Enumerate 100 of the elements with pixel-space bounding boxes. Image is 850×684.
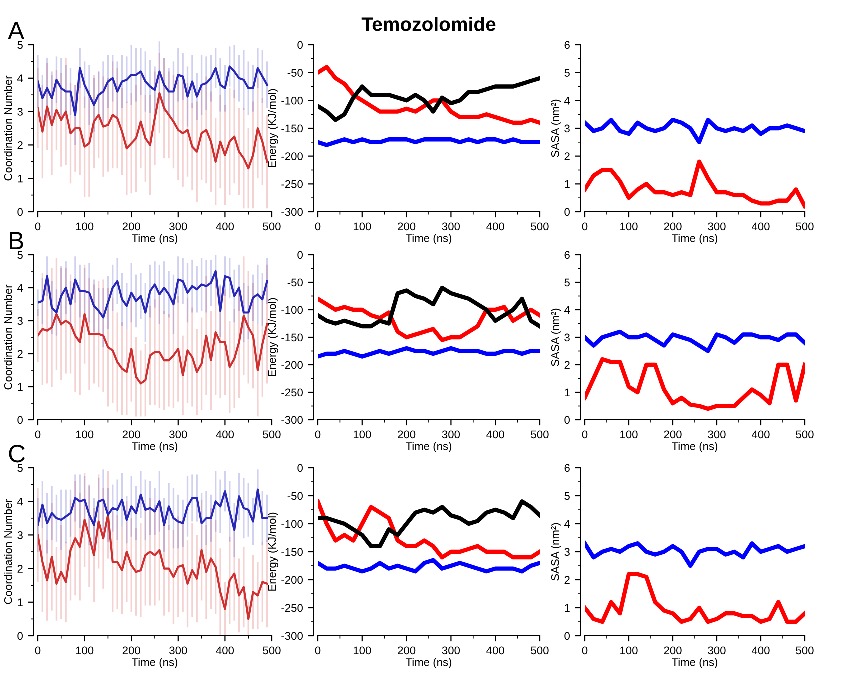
line-series [585,330,805,354]
y-tick-label: -200 [282,361,303,370]
x-tick-label: 100 [76,646,94,655]
x-axis-title: Time (ns) [672,234,718,245]
y-tick-label: -100 [282,96,303,105]
y-axis-title: SASA (nm²) [551,308,562,366]
y-tick-label: -300 [282,416,303,424]
x-tick-label: 400 [486,430,504,439]
x-tick-label: 400 [486,222,504,231]
y-tick-label: 0 [18,632,23,640]
x-axis-title: Time (ns) [406,658,452,669]
y-tick-label: -100 [282,520,303,528]
x-tick-label: 400 [216,222,234,231]
line-series [318,500,540,560]
x-tick-label: 0 [315,646,321,655]
y-tick-label: 0 [298,251,303,260]
y-tick-label: -200 [282,152,303,160]
x-tick-label: 0 [582,222,588,231]
x-tick-label: 400 [752,430,770,439]
y-tick-label: 3 [564,548,570,556]
y-tick-label: 6 [564,464,570,472]
x-tick-label: 0 [35,646,41,655]
line-series [318,296,540,342]
x-tick-label: 200 [664,222,682,231]
x-axis-title: Time (ns) [672,658,718,669]
x-tick-label: 500 [263,222,281,231]
y-tick-label: -150 [282,124,303,133]
x-tick-label: 200 [398,430,416,439]
x-axis-title: Time (ns) [132,658,178,669]
y-tick-label: -250 [282,604,303,612]
x-tick-label: 100 [76,430,94,439]
text: C [9,445,26,463]
y-tick-label: 2 [18,565,23,573]
y-tick-label: 1 [565,604,570,612]
x-tick-label: 100 [354,222,372,231]
line-series [585,357,805,412]
y-axis-title: SASA (nm²) [551,523,562,581]
y-tick-label: 3 [564,124,570,133]
y-tick-label: 3 [18,317,23,326]
x-tick-label: 100 [620,222,638,231]
x-tick-label: 200 [122,430,140,439]
y-tick-label: 2 [564,361,570,370]
y-tick-label: 1 [18,174,23,183]
y-tick-label: 1 [565,180,570,188]
line-series [318,286,540,329]
y-tick-label: 5 [564,278,570,287]
x-tick-label: 200 [398,222,416,231]
y-tick-label: 5 [564,69,570,77]
y-tick-label: 5 [18,464,23,472]
y-axis-title: Coordination Number [4,284,12,390]
y-tick-label: -300 [282,208,303,216]
x-axis-title: Time (ns) [132,442,178,453]
x-tick-label: 500 [796,430,814,439]
y-tick-label: -250 [282,180,303,188]
x-axis-title: Time (ns) [672,442,718,453]
x-tick-label: 100 [620,430,638,439]
y-tick-label: -150 [282,548,303,556]
x-tick-label: 300 [170,222,188,231]
x-tick-label: 300 [170,646,188,655]
x-tick-label: 0 [315,430,321,439]
x-tick-label: 200 [664,430,682,439]
x-tick-label: 500 [531,222,549,231]
y-tick-label: 4 [564,306,570,314]
x-tick-label: 200 [122,222,140,231]
line-series [38,514,268,620]
y-tick-label: 4 [17,74,24,82]
y-tick-label: 3 [18,531,23,540]
line-series [38,313,268,385]
y-tick-label: -150 [282,334,303,342]
y-tick-label: 1 [565,388,570,397]
x-tick-label: 500 [263,646,281,655]
y-tick-label: 5 [18,251,23,260]
x-tick-label: 300 [708,646,726,655]
line-series [318,346,540,359]
y-tick-label: 5 [564,492,570,500]
y-axis-title: Energy (KJ/mol) [268,89,278,168]
x-tick-label: 500 [796,646,814,655]
x-tick-label: 0 [582,430,588,439]
x-axis-title: Time (ns) [406,442,452,453]
x-tick-label: 500 [531,646,549,655]
y-tick-label: 4 [17,498,24,506]
x-tick-label: 100 [76,222,94,231]
x-tick-label: 500 [531,430,549,439]
x-tick-label: 400 [216,430,234,439]
x-tick-label: 500 [796,222,814,231]
text: B [10,232,24,250]
y-axis-title: Energy (KJ/mol) [268,512,278,591]
y-tick-label: -50 [288,492,303,500]
y-tick-label: 0 [18,208,23,216]
x-tick-label: 200 [122,646,140,655]
y-tick-label: 2 [18,141,23,150]
x-tick-label: 100 [354,646,372,655]
line-series [38,270,268,319]
x-tick-label: 200 [398,646,416,655]
y-axis-title: Coordination Number [4,76,12,181]
y-tick-label: 2 [564,152,570,160]
line-series [318,500,540,548]
x-tick-label: 300 [170,430,188,439]
x-tick-label: 100 [620,646,638,655]
line-series [38,92,268,170]
